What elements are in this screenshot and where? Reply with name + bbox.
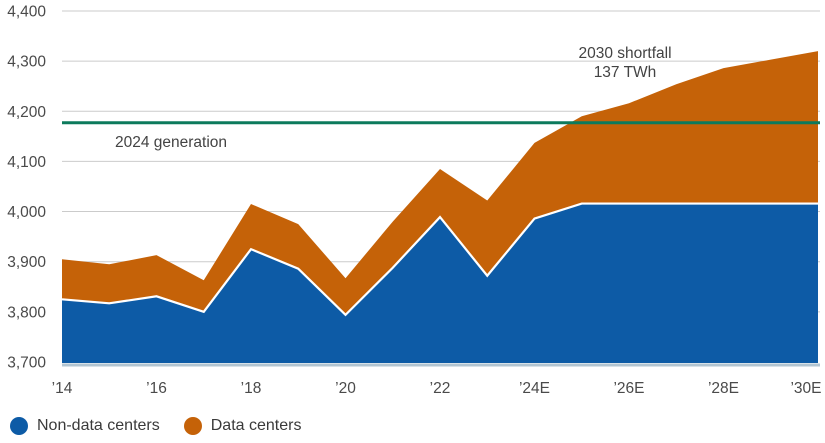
x-tick-label: ’28E (708, 380, 739, 397)
y-tick-label: 3,700 (7, 354, 46, 371)
chart-layers: 4,400 4,300 4,200 4,100 4,000 3,900 3,800 3,700… (7, 4, 821, 398)
x-tick-label: ’20 (335, 380, 356, 397)
legend-label: Non-data centers (37, 417, 160, 434)
y-tick-label: 3,800 (7, 304, 46, 321)
series-boundary-line (61, 202, 818, 317)
legend-label: Data centers (210, 417, 302, 434)
annotation-shortfall-line1: 2030 shortfall (578, 45, 671, 62)
reference-line-label: 2024 generation (115, 134, 227, 151)
y-tick-label: 4,400 (7, 4, 46, 21)
legend-dot (10, 417, 28, 435)
stacked-area-chart: 4,400 4,300 4,200 4,100 4,000 3,900 3,800 3,700… (7, 4, 821, 398)
x-tick-label: ’30E (790, 380, 821, 397)
legend-dot (183, 417, 202, 435)
x-tick-label: ’22 (430, 380, 451, 397)
x-tick-label: ’16 (146, 380, 167, 397)
legend-item-non-data-centers: Non-data centers (10, 417, 160, 435)
x-tick-label: ’24E (519, 380, 550, 397)
legend-item-data-centers: Data centers (183, 417, 302, 435)
x-tick-label: ’14 (52, 380, 73, 397)
non-data-centers-area (62, 203, 818, 363)
x-tick-label: ’26E (613, 380, 644, 397)
x-tick-label: ’18 (241, 380, 262, 397)
y-tick-label: 4,200 (7, 104, 46, 121)
y-tick-label: 4,100 (7, 154, 46, 171)
y-tick-label: 3,900 (7, 254, 46, 271)
y-tick-label: 4,300 (7, 54, 46, 71)
chart-legend: Non-data centers Data centers (10, 417, 301, 435)
y-tick-label: 4,000 (7, 204, 46, 221)
annotation-shortfall-line2: 137 TWh (594, 64, 657, 81)
